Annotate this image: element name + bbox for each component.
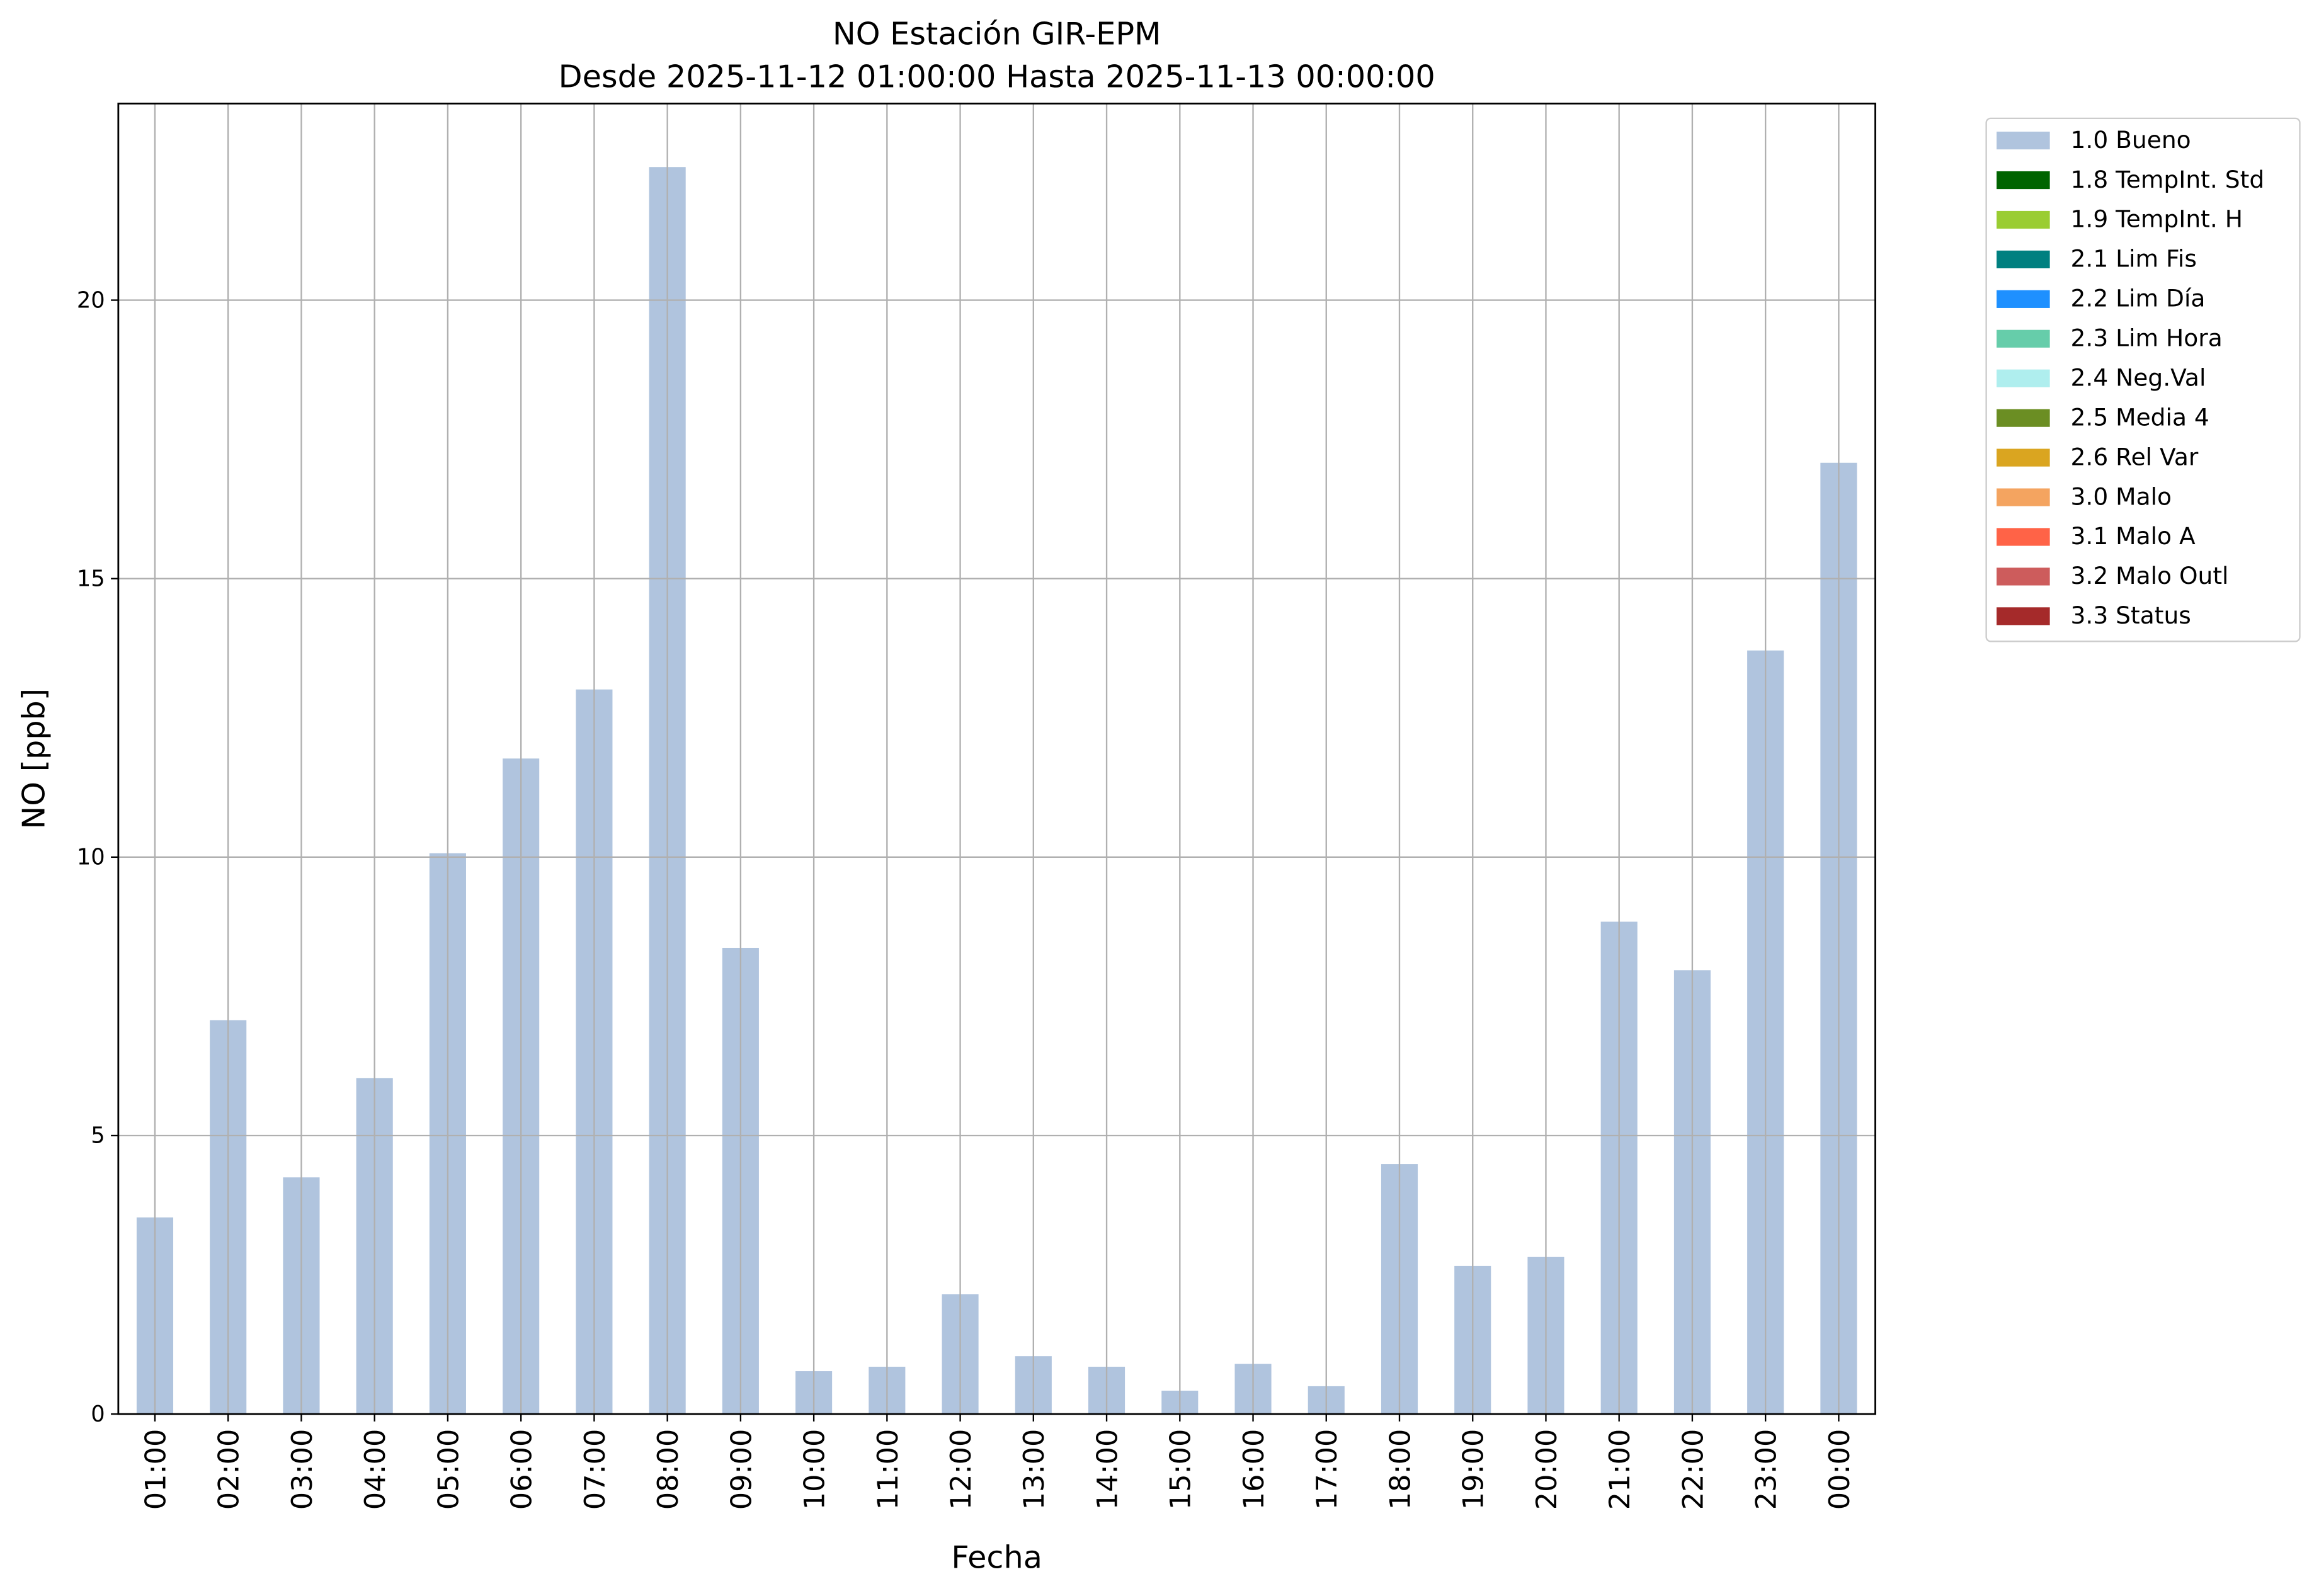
y-axis-label: NO [ppb] [15,688,52,829]
x-tick-label: 05:00 [432,1429,465,1510]
legend-label: 2.3 Lim Hora [2071,324,2223,352]
legend-swatch [1997,210,2050,229]
x-tick-label: 20:00 [1530,1429,1563,1510]
legend-swatch [1997,448,2050,467]
legend-swatch [1997,250,2050,269]
x-tick-label: 09:00 [725,1429,758,1510]
x-tick-label: 17:00 [1311,1429,1343,1510]
legend-swatch [1997,409,2050,427]
x-tick-label: 03:00 [286,1429,319,1510]
chart-title: NO Estación GIR-EPM [833,15,1161,52]
x-tick-label: 01:00 [139,1429,172,1510]
legend-swatch [1997,132,2050,150]
x-tick-label: 06:00 [506,1429,538,1510]
x-tick-label: 21:00 [1604,1429,1636,1510]
plot-frame [117,102,1876,1415]
x-tick-label: 07:00 [579,1429,612,1510]
legend-label: 2.6 Rel Var [2071,443,2199,470]
legend-label: 1.9 TempInt. H [2071,205,2243,233]
x-tick-label: 13:00 [1018,1429,1051,1510]
legend-label: 3.1 Malo A [2071,522,2196,550]
x-tick-label: 11:00 [872,1429,904,1510]
legend-label: 1.0 Bueno [2071,126,2191,154]
y-tick-label: 0 [91,1401,105,1427]
y-tick-label: 5 [91,1123,105,1149]
x-tick-label: 12:00 [945,1429,977,1510]
legend-label: 2.5 Media 4 [2071,403,2209,431]
x-tick-label: 08:00 [652,1429,685,1510]
x-tick-label: 22:00 [1677,1429,1709,1510]
x-tick-label: 15:00 [1165,1429,1197,1510]
y-tick-label: 20 [77,287,105,313]
legend-label: 3.3 Status [2071,601,2191,629]
legend-swatch [1997,290,2050,308]
y-tick-label: 10 [77,845,105,870]
x-tick-label: 19:00 [1457,1429,1490,1510]
y-tick-label: 15 [77,566,105,591]
legend-swatch [1997,488,2050,506]
legend-label: 1.8 TempInt. Std [2071,166,2265,193]
x-tick-label: 00:00 [1823,1429,1856,1510]
legend-label: 2.4 Neg.Val [2071,363,2206,391]
x-tick-label: 10:00 [799,1429,831,1510]
legend-label: 3.2 Malo Outl [2071,562,2229,590]
x-axis-label: Fecha [951,1539,1042,1575]
legend-swatch [1997,369,2050,387]
x-tick-label: 18:00 [1384,1429,1416,1510]
chart-subtitle: Desde 2025-11-12 01:00:00 Hasta 2025-11-… [559,59,1435,95]
legend-box [1985,117,2301,642]
legend-swatch [1997,329,2050,348]
x-tick-label: 23:00 [1750,1429,1783,1510]
legend-swatch [1997,171,2050,190]
legend-swatch [1997,528,2050,546]
x-tick-label: 16:00 [1238,1429,1270,1510]
x-tick-label: 02:00 [213,1429,246,1510]
legend-swatch [1997,607,2050,625]
legend-swatch [1997,567,2050,586]
x-tick-label: 04:00 [359,1429,392,1510]
legend-label: 2.1 Lim Fis [2071,245,2197,273]
legend-label: 2.2 Lim Día [2071,285,2206,312]
x-tick-label: 14:00 [1091,1429,1124,1510]
legend-label: 3.0 Malo [2071,482,2172,510]
